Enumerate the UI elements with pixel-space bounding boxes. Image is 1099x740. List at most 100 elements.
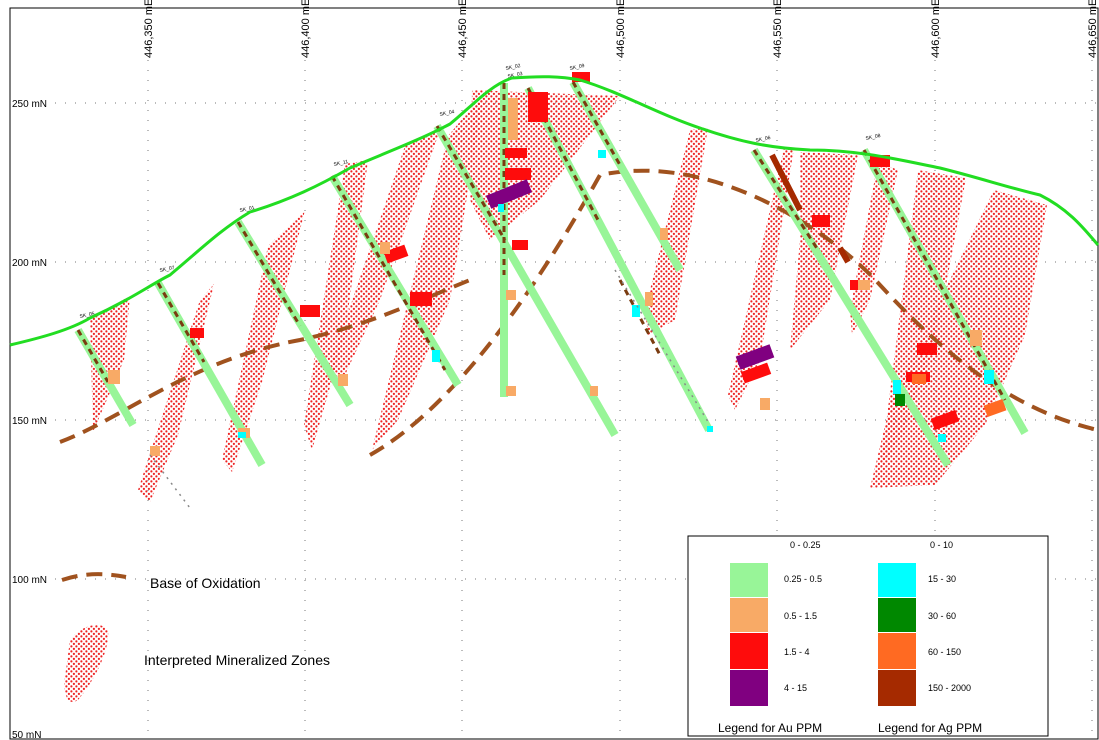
drill-trace <box>750 147 952 468</box>
mineralized-zone <box>372 93 484 450</box>
topography-line <box>9 75 1099 347</box>
ag-class-label: 60 - 150 <box>928 647 961 657</box>
au-class-label: 0.5 - 1.5 <box>784 611 817 621</box>
mineralized-zone <box>645 128 708 335</box>
assay-bar-au <box>338 374 348 386</box>
assay-bar-ag <box>498 204 504 212</box>
lithology-interval <box>236 221 302 327</box>
assay-bar-au <box>383 244 409 264</box>
lithology-interval <box>618 279 662 356</box>
drill-trace <box>569 80 684 272</box>
assay-bar-ag <box>432 350 440 362</box>
assay-bar-ag <box>238 432 246 438</box>
ag-interval <box>769 153 803 212</box>
mineralized-zones <box>90 90 1047 502</box>
ag-class-label: 0 - 10 <box>930 540 953 550</box>
au-class-swatch <box>730 633 768 669</box>
lithology-interval <box>330 175 447 371</box>
assay-bar-au <box>850 280 862 290</box>
ag-class-swatch <box>878 633 916 669</box>
assay-bar-au <box>485 179 533 209</box>
assay-bar-au <box>760 398 770 410</box>
assay-bar-au <box>506 290 516 300</box>
assay-bar-au <box>505 168 531 180</box>
ag-class-label: 30 - 60 <box>928 611 956 621</box>
assay-bar-au <box>930 409 960 431</box>
au-class-swatch <box>730 563 768 597</box>
ag-class-swatch <box>878 598 916 632</box>
au-class-label: 4 - 15 <box>784 683 807 693</box>
northing-label: 100 mN <box>12 575 47 586</box>
base-of-oxidation-right <box>369 168 1099 457</box>
ag-interval <box>837 246 851 264</box>
northing-labels: 250 mN 200 mN 150 mN 100 mN 50 mN <box>12 99 47 740</box>
northing-label: 150 mN <box>12 416 47 427</box>
au-class-swatch <box>730 598 768 632</box>
drill-trace <box>524 86 713 432</box>
assay-bar-ag <box>912 374 926 384</box>
oxidation-legend-swatch <box>61 572 127 582</box>
mineralized-zone <box>90 296 130 432</box>
hole-label: SK_04 <box>439 109 455 118</box>
hole-label: SK_03 <box>507 71 523 80</box>
easting-label: 446,350 mE <box>143 0 155 58</box>
assay-bar-au <box>150 446 160 456</box>
assay-bar-au <box>740 362 772 384</box>
hole-label: SK_06 <box>755 135 771 144</box>
easting-label: 446,500 mE <box>615 0 627 58</box>
drill-trace <box>74 327 137 428</box>
mineralized-zone <box>222 210 305 472</box>
assay-bar-au <box>508 98 518 140</box>
hole-labels: SK_05 SK_07 SK_01 SK_11 SK_04 SK_02 SK_0… <box>79 63 881 320</box>
hole-label: SK_01 <box>239 205 255 214</box>
assay-bar-au <box>917 343 937 355</box>
lithology-interval <box>862 149 1007 401</box>
mineralized-legend-label: Interpreted Mineralized Zones <box>144 652 330 668</box>
map-legend: Base of Oxidation Interpreted Mineralize… <box>61 572 330 702</box>
assay-bar-au <box>858 280 870 290</box>
assay-bar-ag <box>707 426 713 432</box>
ag-class-label: 150 - 2000 <box>928 683 971 693</box>
hole-label: SK_11 <box>333 159 349 168</box>
assay-bar-au <box>190 328 204 338</box>
northing-label: 200 mN <box>12 258 47 269</box>
assay-bar-au <box>380 242 390 254</box>
au-class-label: 1.5 - 4 <box>784 647 810 657</box>
easting-label: 446,600 mE <box>930 0 942 58</box>
hole-label: SK_07 <box>159 265 175 274</box>
grade-legend: 0 - 0.25 0.25 - 0.5 0.5 - 1.5 1.5 - 4 4 … <box>687 535 1049 737</box>
ag-high-intervals <box>769 153 851 264</box>
ag-legend-title: Legend for Ag PPM <box>878 721 982 735</box>
au-class-label: 0 - 0.25 <box>790 540 821 550</box>
assay-bar-au <box>505 148 527 158</box>
lithology-interval <box>435 125 507 241</box>
assay-bar-au <box>506 386 516 396</box>
lithology-interval <box>156 282 206 363</box>
assay-bar-ag <box>598 150 606 158</box>
hole-label: SK_08 <box>865 133 881 142</box>
ag-class-swatch <box>878 670 916 706</box>
mineralized-zone <box>850 162 898 335</box>
assay-bar-au <box>528 92 548 122</box>
au-legend-title: Legend for Au PPM <box>718 721 822 735</box>
lithology-interval <box>571 81 622 166</box>
assay-bar-au <box>812 215 830 227</box>
assay-bar-ag <box>983 398 1007 418</box>
assay-bar-au <box>572 72 590 82</box>
ag-class-label: 15 - 30 <box>928 574 956 584</box>
assay-bar-ag <box>893 380 901 394</box>
northing-label: 250 mN <box>12 99 47 110</box>
assay-bar-ag <box>938 434 946 442</box>
mineralized-legend-swatch <box>64 625 109 702</box>
assay-bar-au <box>660 228 668 240</box>
map-frame <box>9 7 1099 740</box>
northing-label: 50 mN <box>12 730 41 740</box>
hole-label: SK_05 <box>79 311 95 320</box>
assay-bar-au <box>410 292 432 306</box>
assay-bar-au <box>735 344 775 370</box>
ag-class-swatch <box>878 563 916 597</box>
assay-bar-ag <box>632 305 640 317</box>
assay-bar-au <box>512 240 528 250</box>
